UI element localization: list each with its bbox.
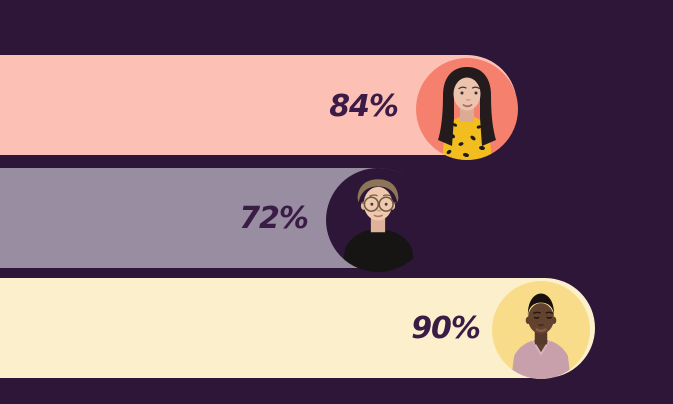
bar-value-label-72: 72% — [239, 201, 309, 236]
avatar-circle-1 — [416, 58, 518, 160]
avatar-circle-2 — [326, 168, 430, 272]
avatar-circle-3 — [492, 281, 590, 379]
bar-value-label-90: 90% — [411, 311, 481, 346]
man-pink-shirt-avatar-icon — [511, 293, 571, 379]
woman-avatar-icon — [438, 67, 496, 160]
bar-value-label-84: 84% — [329, 89, 399, 124]
man-glasses-avatar-icon — [341, 179, 416, 272]
